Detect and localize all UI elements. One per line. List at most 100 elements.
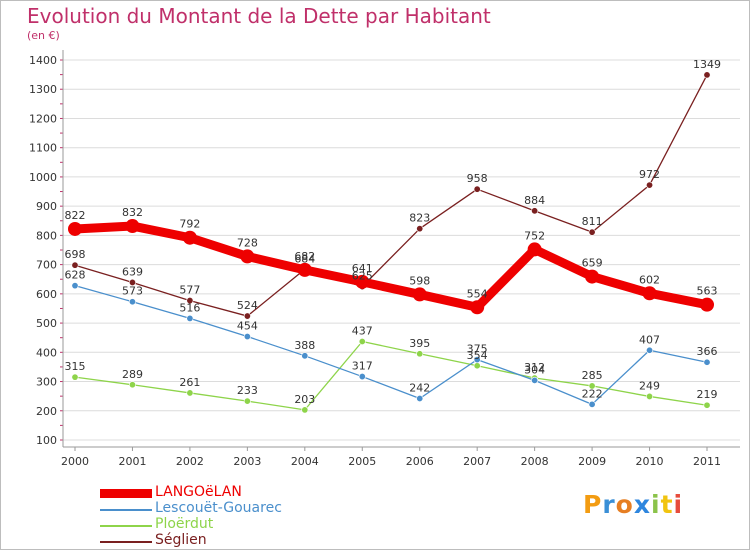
logo-letter: i bbox=[673, 490, 684, 519]
data-label: 516 bbox=[179, 301, 200, 314]
data-label: 375 bbox=[467, 343, 488, 356]
x-tick-label: 2010 bbox=[636, 455, 664, 468]
legend-label: Ploërdut bbox=[155, 516, 214, 532]
data-label: 884 bbox=[524, 194, 545, 207]
data-label: 317 bbox=[352, 360, 373, 373]
data-point bbox=[240, 249, 255, 264]
data-label: 219 bbox=[697, 388, 718, 401]
data-point bbox=[473, 362, 481, 370]
y-tick-label: 700 bbox=[36, 259, 57, 272]
data-point bbox=[68, 221, 82, 236]
series-line bbox=[74, 285, 708, 405]
x-tick-label: 2004 bbox=[291, 455, 319, 468]
data-label: 682 bbox=[294, 250, 315, 263]
data-label: 407 bbox=[639, 333, 660, 346]
data-point bbox=[416, 394, 424, 402]
x-tick-label: 2003 bbox=[233, 455, 261, 468]
data-label: 524 bbox=[237, 299, 258, 312]
data-point bbox=[531, 376, 539, 384]
data-point bbox=[588, 228, 596, 236]
logo-letter: x bbox=[633, 490, 651, 519]
data-point bbox=[243, 397, 251, 405]
data-label: 285 bbox=[582, 369, 603, 382]
data-point bbox=[470, 300, 485, 315]
data-label: 573 bbox=[122, 285, 143, 298]
y-tick-label: 1300 bbox=[29, 83, 57, 96]
data-point bbox=[588, 382, 596, 390]
y-tick-label: 800 bbox=[36, 229, 57, 242]
data-label: 304 bbox=[524, 363, 545, 376]
data-point bbox=[703, 401, 711, 409]
data-point bbox=[182, 230, 197, 245]
data-label: 222 bbox=[582, 387, 603, 400]
data-point bbox=[125, 219, 140, 234]
data-point bbox=[473, 185, 481, 193]
data-point bbox=[642, 286, 657, 301]
data-label: 554 bbox=[467, 287, 488, 300]
data-label: 1349 bbox=[693, 58, 721, 71]
data-label: 242 bbox=[409, 381, 430, 394]
chart-unit: (en €) bbox=[27, 29, 60, 42]
data-label: 454 bbox=[237, 320, 258, 333]
series-line bbox=[74, 74, 708, 317]
y-tick-label: 600 bbox=[36, 288, 57, 301]
data-label: 249 bbox=[639, 379, 660, 392]
data-point bbox=[186, 297, 194, 305]
data-label: 354 bbox=[467, 349, 488, 362]
data-label: 395 bbox=[409, 337, 430, 350]
y-tick-label: 200 bbox=[36, 405, 57, 418]
x-tick-label: 2000 bbox=[61, 455, 89, 468]
x-tick-label: 2005 bbox=[348, 455, 376, 468]
x-tick-label: 2001 bbox=[118, 455, 146, 468]
axes-layer: 100 200 300 400 500 600 700 800 900 1000 1100 1200 1… bbox=[29, 50, 740, 468]
data-point bbox=[412, 287, 427, 302]
data-label: 625 bbox=[352, 270, 373, 283]
data-point bbox=[588, 400, 596, 408]
data-label: 958 bbox=[467, 172, 488, 185]
x-tick-label: 2008 bbox=[521, 455, 549, 468]
data-point bbox=[128, 278, 136, 286]
data-point bbox=[243, 333, 251, 341]
data-point bbox=[128, 298, 136, 306]
x-tick-label: 2007 bbox=[463, 455, 491, 468]
grid-layer bbox=[63, 59, 740, 441]
data-label: 811 bbox=[582, 215, 603, 228]
data-point bbox=[473, 356, 481, 364]
data-point bbox=[358, 373, 366, 381]
data-label: 602 bbox=[639, 273, 660, 286]
data-label: 752 bbox=[524, 229, 545, 242]
data-label: 822 bbox=[65, 209, 86, 222]
data-point bbox=[71, 373, 79, 381]
series-line bbox=[74, 340, 708, 411]
chart-title: Evolution du Montant de la Dette par Hab… bbox=[27, 4, 491, 28]
data-point bbox=[301, 352, 309, 360]
data-point bbox=[416, 225, 424, 233]
data-point bbox=[646, 392, 654, 400]
data-label: 659 bbox=[582, 257, 603, 270]
data-label: 598 bbox=[409, 274, 430, 287]
data-label: 366 bbox=[697, 345, 718, 358]
legend-swatch bbox=[100, 509, 152, 511]
data-point bbox=[297, 262, 312, 277]
data-point bbox=[531, 207, 539, 215]
legend-swatch bbox=[100, 541, 152, 543]
series-line bbox=[70, 221, 712, 312]
data-point bbox=[527, 242, 542, 257]
legend-swatch bbox=[100, 489, 152, 498]
y-tick-label: 300 bbox=[36, 376, 57, 389]
x-tick-label: 2011 bbox=[693, 455, 721, 468]
data-label: 203 bbox=[294, 393, 315, 406]
data-point bbox=[128, 381, 136, 389]
data-label: 312 bbox=[524, 361, 545, 374]
labels-layer: 698 639 577 524 684 625 823 958 884 811 972 1349 315… bbox=[65, 58, 722, 406]
logo-letter: t bbox=[660, 490, 674, 519]
data-label: 628 bbox=[65, 269, 86, 282]
data-point bbox=[703, 358, 711, 366]
legend-label: Lescouët-Gouarec bbox=[155, 500, 282, 516]
y-tick-label: 500 bbox=[36, 317, 57, 330]
data-point bbox=[358, 337, 366, 345]
data-point bbox=[585, 269, 600, 284]
data-point bbox=[186, 389, 194, 397]
data-point bbox=[646, 181, 654, 189]
data-label: 261 bbox=[179, 376, 200, 389]
